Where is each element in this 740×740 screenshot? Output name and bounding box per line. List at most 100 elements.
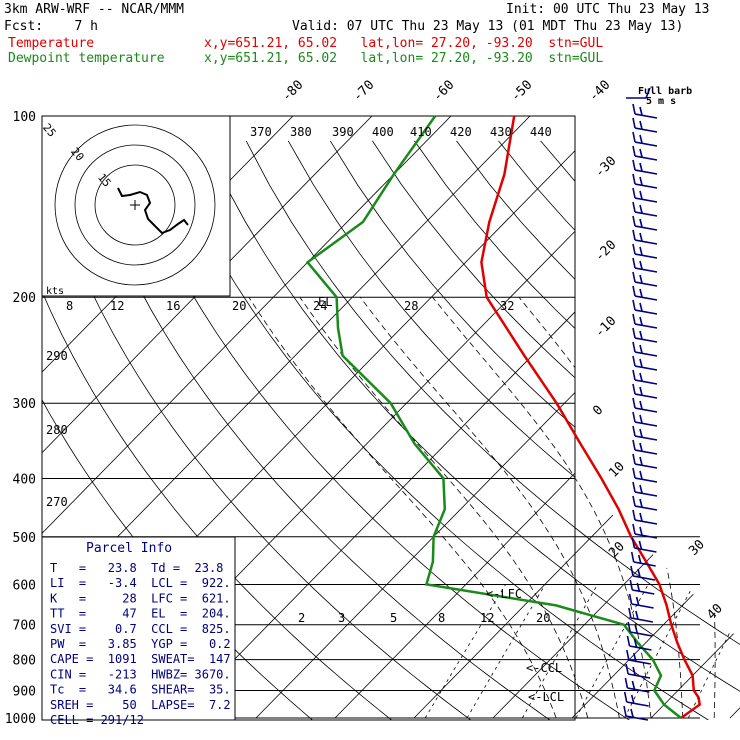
- parcel-info-box: Parcel Info T = 23.8 Td = 23.8LI = -3.4 …: [41, 536, 236, 727]
- wind-barb-flag: [632, 159, 636, 171]
- wind-barb-flag: [639, 162, 643, 172]
- wind-barb-flag: [632, 439, 636, 451]
- wind-barb-flag: [630, 694, 635, 704]
- wind-barb-flag: [639, 512, 643, 522]
- annotation-lfc: <-LFC: [486, 587, 522, 601]
- temperature-tick-top: -50: [508, 78, 535, 105]
- wind-barb-flag: [639, 400, 643, 410]
- hodograph-ring-inner: [94, 164, 176, 246]
- wind-barb-flag: [633, 638, 638, 648]
- dry-adiabat-line: [42, 140, 486, 720]
- wind-barb-staff: [634, 491, 658, 497]
- isotherm-line: [334, 116, 740, 719]
- wind-barb-flag: [639, 218, 643, 228]
- wind-barb-flag: [639, 386, 643, 396]
- wind-barb-flag: [627, 621, 631, 633]
- mixing-ratio-label: 12: [110, 299, 124, 313]
- isotherm-line: [492, 116, 740, 719]
- theta-label: 290: [46, 349, 68, 363]
- wind-barb-staff: [625, 715, 649, 721]
- wind-barb-flag: [639, 526, 643, 536]
- wind-barb-flag: [623, 705, 627, 717]
- wind-barb-flag: [639, 414, 643, 424]
- wind-barb-flag: [639, 176, 643, 186]
- wind-barb-staff: [634, 463, 658, 469]
- theta-label: 370: [250, 125, 272, 139]
- mixing-ratio-line: [575, 584, 649, 719]
- dry-adiabat-line: [245, 140, 740, 720]
- wind-barb-flag: [639, 120, 643, 130]
- mixing-ratio-label: 12: [480, 611, 494, 625]
- wind-barb-flag: [628, 607, 632, 619]
- pressure-tick-label: 300: [13, 397, 36, 412]
- dry-adiabat-line: [498, 140, 740, 720]
- wind-barb-flag: [632, 383, 636, 395]
- temperature-tick-right: -10: [592, 314, 619, 341]
- parcel-row: CIN = -213 HWBZ= 3670.: [50, 667, 231, 681]
- wind-barb-flag: [632, 285, 636, 297]
- wind-barb-staff: [634, 393, 658, 399]
- wind-barb-staff: [634, 477, 658, 483]
- dry-adiabat-line: [540, 140, 740, 720]
- pressure-tick-label: 1000: [5, 712, 36, 727]
- wind-barb-flag: [639, 260, 643, 270]
- wind-barb-flag: [632, 131, 636, 143]
- theta-label: 400: [372, 125, 394, 139]
- wind-barb-flag: [632, 425, 636, 437]
- dry-adiabat-line: [582, 140, 740, 720]
- parcel-row: LI = -3.4 LCL = 922.: [50, 576, 231, 590]
- temperature-profile: [480, 115, 702, 720]
- hodograph-ring-middle: [74, 144, 196, 266]
- wind-barb-flag: [639, 148, 643, 158]
- pressure-tick-label: 900: [13, 684, 36, 699]
- isotherm-line: [729, 116, 740, 719]
- wind-barb-flag: [632, 117, 636, 129]
- hodograph-trace: [117, 187, 189, 235]
- theta-label: 390: [332, 125, 354, 139]
- wind-barb-flag: [632, 243, 636, 255]
- mixing-ratio-label: 20: [232, 299, 246, 313]
- wind-barb-flag: [632, 145, 636, 157]
- wind-barb-flag: [629, 579, 634, 591]
- parcel-row: T = 23.8 Td = 23.8: [50, 561, 223, 575]
- wind-barb-staff: [634, 211, 658, 217]
- dry-adiabat-line: [203, 140, 740, 720]
- wind-barb-flag: [639, 288, 643, 298]
- wind-barb-flag: [632, 103, 636, 115]
- dry-adiabat-line: [77, 140, 566, 720]
- wind-barb-flag: [632, 173, 636, 185]
- pressure-tick-label: 100: [13, 110, 36, 125]
- theta-label: 410: [410, 125, 432, 139]
- wind-barb-staff: [632, 589, 655, 595]
- temperature-tick-right: 20: [606, 539, 628, 561]
- wind-barb-staff: [633, 561, 656, 567]
- wind-barb-flag: [633, 652, 637, 662]
- wind-barb-flag: [639, 484, 643, 494]
- wind-barb-flag: [630, 551, 635, 563]
- wind-barb-staff: [634, 253, 658, 259]
- wind-barb-flag: [639, 428, 643, 438]
- legend-temperature-name: Temperature: [8, 36, 95, 51]
- isotherm-line: [42, 116, 452, 719]
- mixing-ratio-label: 16: [166, 299, 180, 313]
- wind-barb-flag: [639, 246, 643, 256]
- wind-barb-flag: [639, 274, 643, 284]
- wind-barb-flag: [625, 663, 629, 675]
- pressure-tick-label: 200: [13, 291, 36, 306]
- wind-barb-flag: [632, 453, 636, 465]
- moist-adiabat-line: [359, 296, 620, 719]
- wind-barb-staff: [634, 547, 657, 553]
- wind-barb-flag: [632, 411, 636, 423]
- wind-barb-staff: [629, 645, 652, 651]
- wind-barb-staff: [634, 225, 658, 231]
- parcel-row: K = 28 LFC = 621.: [50, 591, 231, 605]
- dewpoint-profile: [305, 115, 682, 719]
- dry-adiabat-line: [372, 140, 740, 720]
- wind-barb-staff: [627, 687, 650, 693]
- wind-barb-staff: [630, 631, 653, 637]
- wind-barb-flag: [637, 568, 641, 578]
- temperature-tick-right: 10: [606, 459, 628, 481]
- wind-barb-staff: [634, 197, 658, 203]
- mixing-ratio-label: 32: [500, 299, 514, 313]
- wind-barb-flag: [632, 187, 636, 199]
